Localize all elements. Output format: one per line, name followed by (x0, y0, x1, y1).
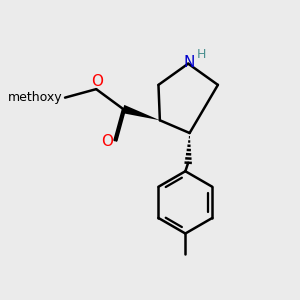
Text: N: N (184, 55, 195, 70)
Text: methoxy: methoxy (8, 91, 62, 103)
Text: O: O (101, 134, 113, 149)
Text: O: O (91, 74, 103, 89)
Text: H: H (197, 48, 206, 61)
Polygon shape (122, 105, 160, 120)
